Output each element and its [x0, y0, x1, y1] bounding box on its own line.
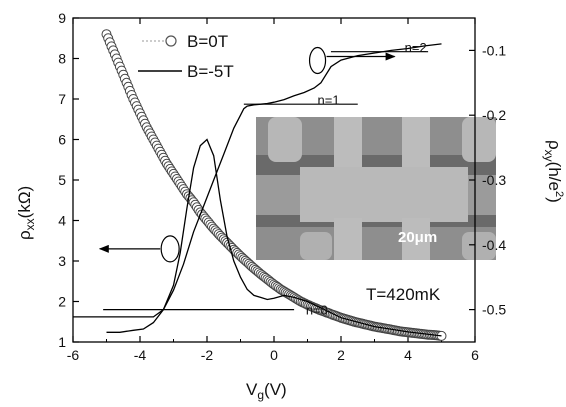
- series-layer: [73, 29, 447, 341]
- annotation-layer: n=2 n=1 n=0: [98, 40, 429, 318]
- legend-entry-b5: B=-5T: [138, 62, 234, 81]
- inset-micrograph: [256, 117, 496, 260]
- right-axis-ellipse: [308, 46, 327, 75]
- y-right-axis-label: ρxy(h/e2): [542, 140, 565, 203]
- y-right-tick-label: -0.5: [482, 302, 506, 318]
- y-left-tick-label: 1: [58, 334, 66, 350]
- left-axis-ellipse: [160, 235, 180, 263]
- y-left-axis-label: ρxx(kΩ): [15, 186, 37, 240]
- y-right-tick-label: -0.1: [482, 42, 506, 58]
- y-left-tick-label: 2: [58, 294, 66, 310]
- x-tick-label: 2: [337, 347, 345, 363]
- x-tick-label: 6: [471, 347, 479, 363]
- legend-entry-b0: B=0T: [142, 32, 228, 51]
- plateau-label: n=2: [405, 40, 427, 55]
- y-left-tick-label: 8: [58, 51, 66, 67]
- axis-ticks: -6 -4 -2 0 2 4 6 1 2 3 4 5 6 7 8 9 -0.5 -0.4 -0.3 -0.2 -0.1: [58, 10, 506, 363]
- legend-label-b0: B=0T: [187, 32, 228, 51]
- y-left-tick-label: 4: [58, 213, 66, 229]
- y-right-tick-label: -0.3: [482, 172, 506, 188]
- x-tick-label: 0: [270, 347, 278, 363]
- series-line-1: [73, 138, 442, 337]
- temperature-label: T=420mK: [366, 285, 441, 304]
- legend: B=0T B=-5T: [138, 32, 234, 81]
- plateau-label: n=1: [318, 93, 340, 108]
- x-axis-label: Vg(V): [246, 380, 287, 402]
- y-right-tick-label: -0.4: [482, 237, 506, 253]
- y-left-tick-label: 7: [58, 91, 66, 107]
- x-tick-label: 4: [404, 347, 412, 363]
- x-tick-label: -6: [67, 347, 80, 363]
- y-left-tick-label: 6: [58, 132, 66, 148]
- x-tick-label: -2: [201, 347, 214, 363]
- plateau-label: n=0: [306, 303, 328, 318]
- y-left-tick-label: 5: [58, 172, 66, 188]
- y-right-tick-label: -0.2: [482, 107, 506, 123]
- legend-label-b5: B=-5T: [187, 62, 234, 81]
- scale-bar-label: 20μm: [398, 229, 437, 246]
- x-tick-label: -4: [134, 347, 147, 363]
- y-left-tick-label: 3: [58, 253, 66, 269]
- y-left-tick-label: 9: [58, 10, 66, 26]
